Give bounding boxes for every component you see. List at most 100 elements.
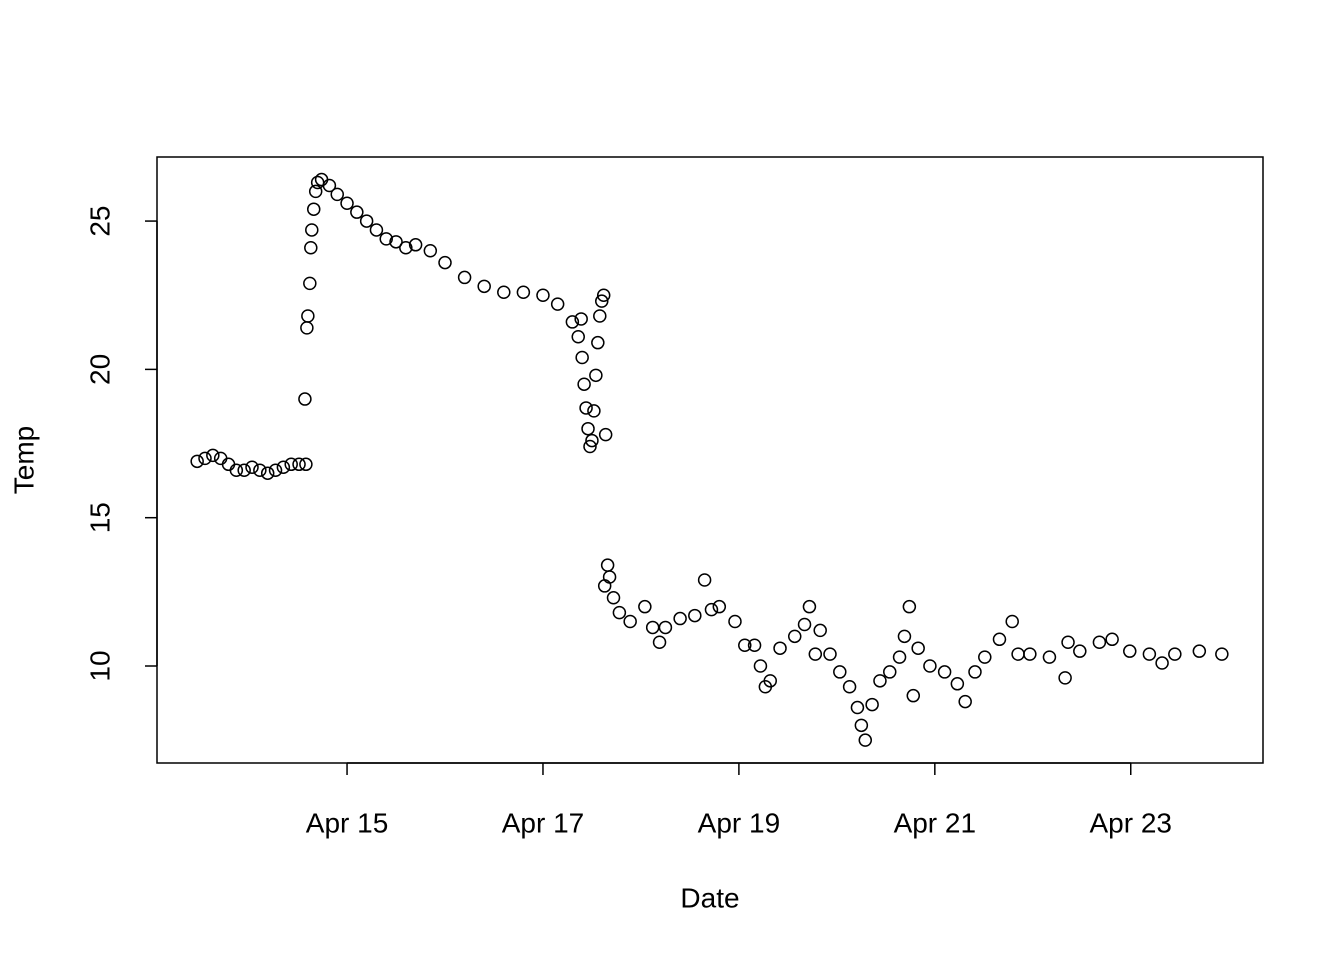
point <box>892 650 907 664</box>
point <box>883 665 897 679</box>
point <box>575 350 589 365</box>
x-tick-label: Apr 21 <box>894 807 977 838</box>
point <box>906 688 921 703</box>
point <box>813 623 827 638</box>
point <box>587 404 601 418</box>
point <box>379 232 393 246</box>
point <box>565 315 580 329</box>
x-tick-label: Apr 23 <box>1090 807 1173 838</box>
point <box>310 175 325 190</box>
point <box>623 614 637 629</box>
point <box>245 460 259 475</box>
point <box>359 214 374 228</box>
point <box>300 321 314 335</box>
point <box>704 602 719 617</box>
point <box>858 733 873 747</box>
point <box>571 330 585 344</box>
point <box>350 205 364 219</box>
point <box>574 312 588 326</box>
y-tick-label: 15 <box>84 502 115 533</box>
y-tick-label: 25 <box>84 205 115 236</box>
point <box>600 558 615 572</box>
point <box>536 288 550 302</box>
point <box>308 184 323 199</box>
point <box>738 638 752 652</box>
y-axis-label: Temp <box>8 426 39 494</box>
point <box>1011 647 1025 661</box>
point <box>229 463 244 477</box>
point <box>596 288 611 302</box>
point <box>322 178 337 193</box>
point <box>797 617 812 632</box>
point <box>902 599 917 614</box>
point <box>911 641 925 655</box>
point <box>299 457 313 472</box>
point <box>298 392 312 406</box>
point <box>850 700 865 715</box>
point <box>833 665 847 679</box>
x-tick-label: Apr 15 <box>306 807 389 838</box>
point <box>1005 614 1019 629</box>
point <box>598 427 613 442</box>
point <box>802 599 817 614</box>
point <box>260 466 275 480</box>
point <box>865 697 879 712</box>
point <box>728 614 742 629</box>
point <box>221 457 236 472</box>
point <box>314 172 329 187</box>
point <box>330 187 345 202</box>
point <box>369 223 384 237</box>
point <box>577 377 591 391</box>
point <box>1023 647 1037 661</box>
point <box>873 674 887 688</box>
point <box>688 608 702 623</box>
point <box>854 718 869 733</box>
point <box>773 641 787 655</box>
point <box>190 454 204 469</box>
point <box>1042 650 1057 664</box>
point <box>477 279 491 294</box>
y-tick-label: 10 <box>84 650 115 681</box>
point <box>304 241 318 255</box>
point <box>808 647 823 661</box>
point <box>638 599 652 614</box>
x-tick-label: Apr 17 <box>502 807 585 838</box>
point <box>284 457 298 472</box>
point <box>992 632 1007 647</box>
point <box>612 605 627 620</box>
plot-box <box>156 156 1264 764</box>
point <box>550 297 565 311</box>
point <box>1155 656 1169 670</box>
point <box>747 638 762 652</box>
point <box>579 401 593 415</box>
point <box>1058 671 1072 685</box>
point <box>652 635 667 650</box>
point <box>712 599 727 614</box>
point <box>589 368 603 383</box>
point <box>276 460 291 475</box>
point <box>438 255 452 270</box>
point <box>606 591 621 605</box>
point <box>581 421 595 436</box>
point <box>697 573 712 587</box>
point <box>1073 644 1087 658</box>
point <box>602 570 617 584</box>
point <box>305 223 319 237</box>
point <box>1168 647 1182 661</box>
point <box>399 241 413 255</box>
point <box>497 285 511 300</box>
point <box>213 451 228 466</box>
point <box>198 451 212 466</box>
y-tick-label: 20 <box>84 354 115 385</box>
point <box>978 650 992 664</box>
point <box>408 238 423 252</box>
x-tick-label: Apr 19 <box>698 807 781 838</box>
point <box>958 694 972 709</box>
point <box>591 335 605 350</box>
point <box>1215 647 1229 661</box>
point <box>787 629 802 644</box>
point <box>306 202 321 216</box>
point <box>303 276 317 291</box>
point <box>301 309 315 323</box>
